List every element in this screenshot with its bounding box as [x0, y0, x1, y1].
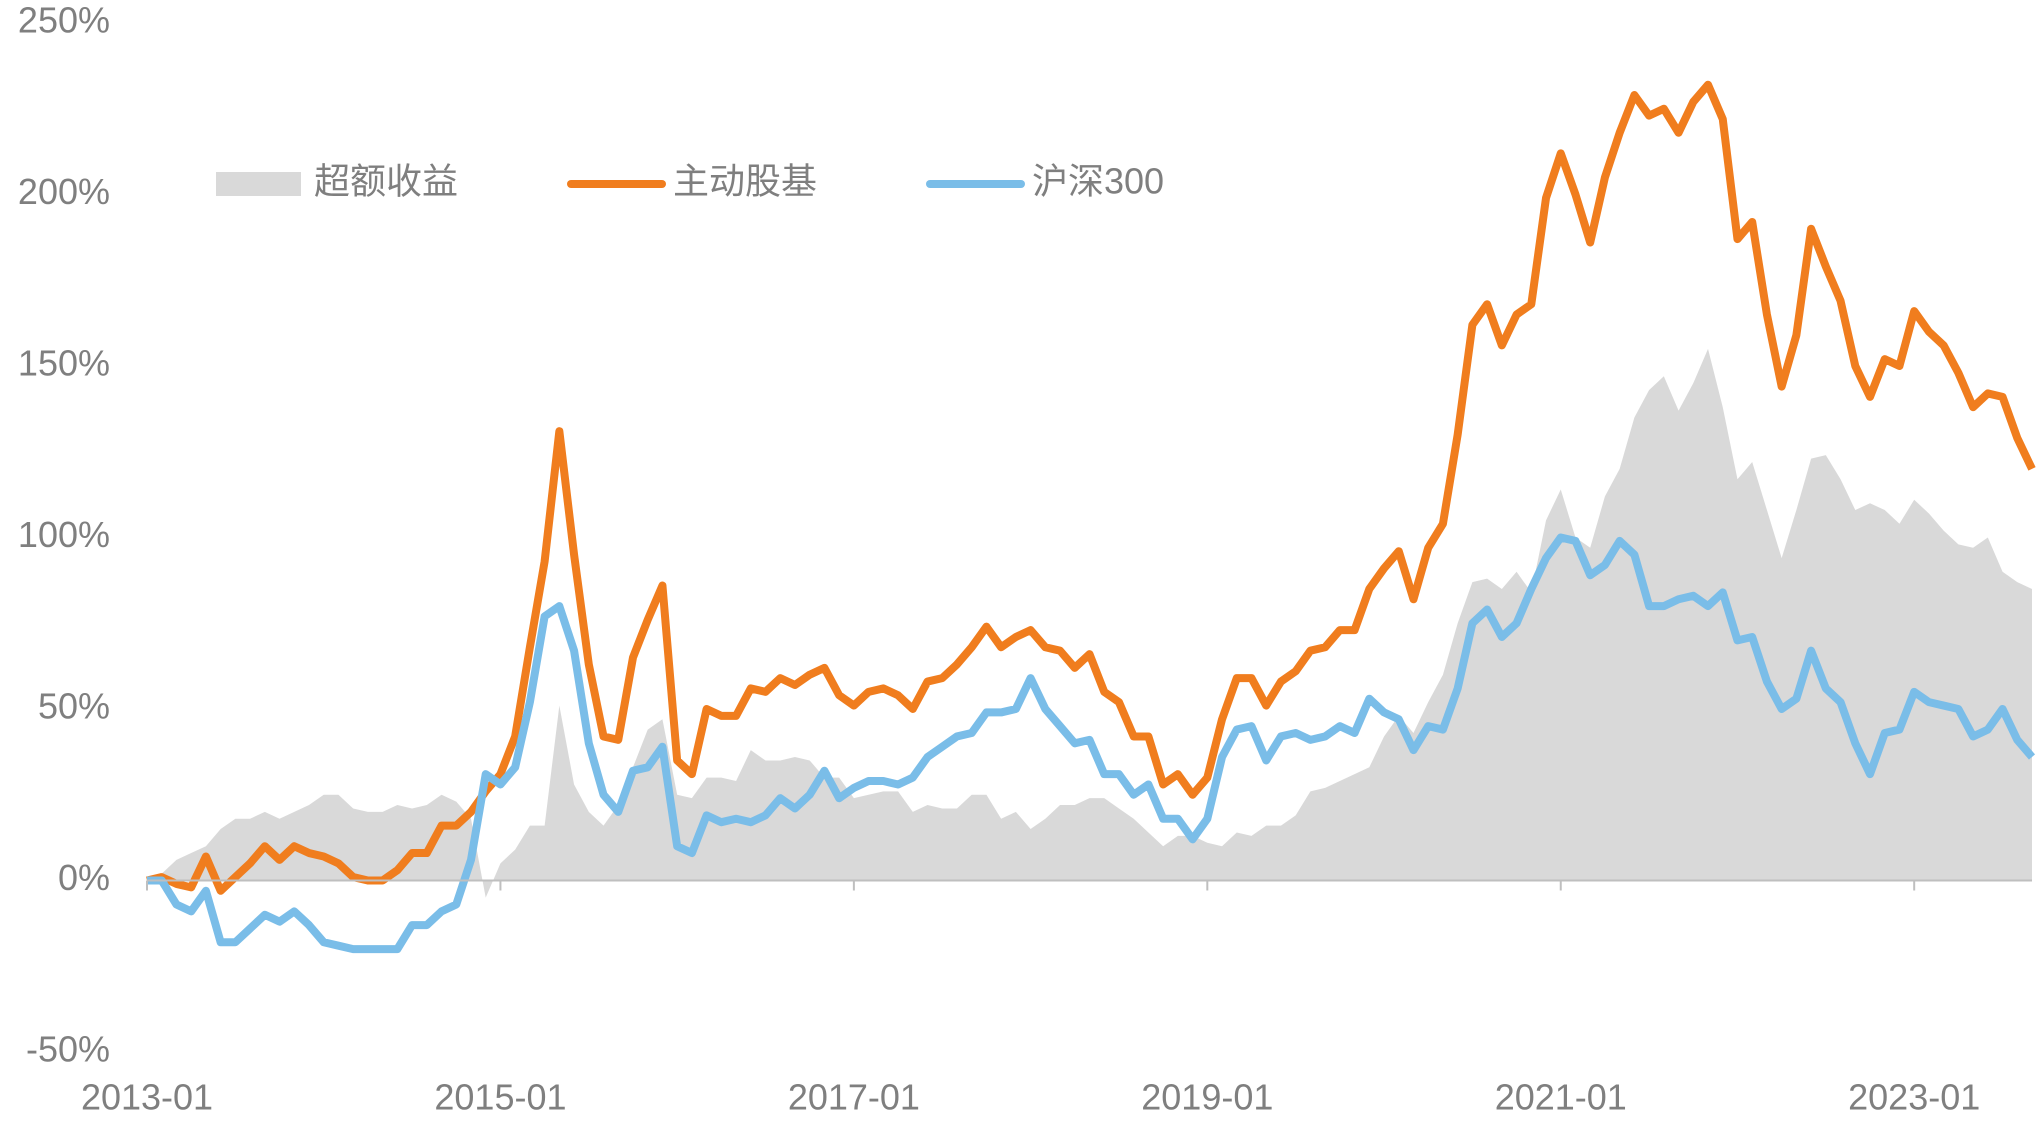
y-tick-label: 50%: [38, 686, 110, 727]
y-tick-label: 0%: [58, 857, 110, 898]
x-tick-label: 2017-01: [788, 1077, 920, 1118]
x-tick-label: 2019-01: [1141, 1077, 1273, 1118]
y-tick-label: 200%: [18, 171, 110, 212]
legend-swatch: [216, 172, 301, 196]
x-tick-label: 2023-01: [1848, 1077, 1980, 1118]
y-tick-label: 150%: [18, 343, 110, 384]
line: [146, 80, 2036, 895]
x-tick-label: 2021-01: [1495, 1077, 1627, 1118]
y-tick-label: 250%: [18, 0, 110, 41]
x-tick-label: 2013-01: [81, 1077, 213, 1118]
y-tick-label: -50%: [26, 1029, 110, 1070]
legend-label: 超额收益: [314, 161, 458, 202]
legend-label: 主动股基: [673, 161, 817, 202]
area: [147, 348, 2032, 898]
x-tick-label: 2015-01: [434, 1077, 566, 1118]
line: [147, 533, 2036, 954]
legend-label: 沪深300: [1032, 161, 1164, 202]
y-tick-label: 100%: [18, 514, 110, 555]
